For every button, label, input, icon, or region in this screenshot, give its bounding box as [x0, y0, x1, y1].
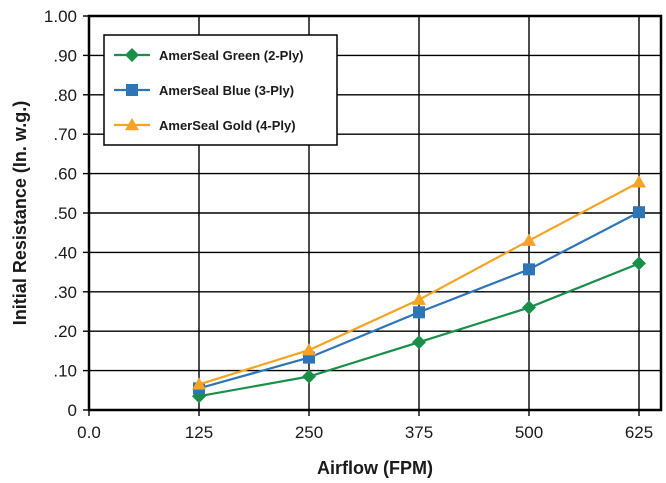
y-axis-ticks: 0 .10 .20 .30 .40 .50 .60 .70 .80 .90 1.00 — [44, 7, 89, 420]
data-point — [522, 300, 536, 315]
y-tick-label: .30 — [53, 283, 77, 302]
y-tick-label: .20 — [53, 322, 77, 341]
plot-frame — [87, 14, 663, 412]
y-tick-label: .10 — [53, 362, 77, 381]
data-point — [302, 369, 316, 384]
legend: AmerSeal Green (2-Ply) AmerSeal Blue (3-P… — [103, 34, 338, 146]
data-point — [523, 263, 535, 276]
x-axis-ticks: 0.0 125 250 375 500 625 — [77, 410, 653, 442]
legend-label: AmerSeal Gold (4-Ply) — [159, 118, 296, 133]
data-point — [192, 377, 206, 390]
y-tick-label: .50 — [53, 204, 77, 223]
series-diamond — [192, 256, 646, 404]
series-triangle — [192, 175, 646, 390]
data-point — [632, 256, 646, 271]
legend-swatch-marker — [125, 48, 139, 62]
legend-item: AmerSeal Blue (3-Ply) — [114, 83, 294, 98]
legend-swatch-marker — [126, 84, 138, 96]
y-tick-label: 1.00 — [44, 7, 77, 26]
y-tick-label: .70 — [53, 125, 77, 144]
x-tick-label: 125 — [185, 423, 213, 442]
x-tick-label: 500 — [515, 423, 543, 442]
y-axis-title: Initial Resistance (In. w.g.) — [10, 101, 30, 325]
legend-items: AmerSeal Green (2-Ply) AmerSeal Blue (3-P… — [114, 48, 304, 133]
data-point — [413, 306, 425, 319]
y-tick-label: .60 — [53, 165, 77, 184]
series-layer — [192, 175, 646, 404]
x-tick-label: 625 — [625, 423, 653, 442]
data-point — [633, 206, 645, 219]
data-point — [522, 233, 536, 246]
y-tick-label: .90 — [53, 46, 77, 65]
y-tick-label: 0 — [68, 401, 77, 420]
x-tick-label: 375 — [405, 423, 433, 442]
legend-label: AmerSeal Blue (3-Ply) — [159, 83, 294, 98]
data-point — [632, 175, 646, 188]
legend-swatch-marker — [125, 118, 139, 131]
data-point — [302, 343, 316, 356]
x-axis-title: Airflow (FPM) — [317, 458, 433, 478]
y-tick-label: .80 — [53, 86, 77, 105]
legend-item: AmerSeal Green (2-Ply) — [114, 48, 304, 63]
legend-label: AmerSeal Green (2-Ply) — [159, 48, 304, 63]
x-tick-label: 250 — [295, 423, 323, 442]
data-point — [412, 335, 426, 350]
x-tick-label: 0.0 — [77, 423, 101, 442]
data-point — [412, 292, 426, 305]
y-tick-label: .40 — [53, 243, 77, 262]
legend-item: AmerSeal Gold (4-Ply) — [114, 118, 296, 133]
